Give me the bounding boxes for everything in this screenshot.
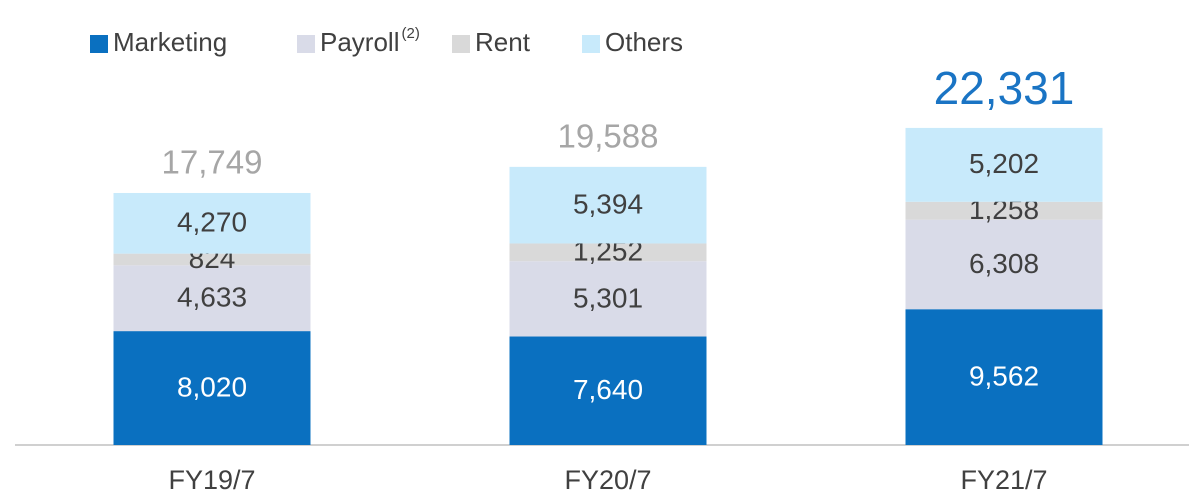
bar-segment	[509, 166, 707, 244]
value-label: 7,640	[573, 374, 643, 405]
total-label: 19,588	[558, 118, 659, 155]
total-label: 22,331	[934, 62, 1075, 114]
total-label: 17,749	[162, 144, 263, 181]
value-label: 4,633	[177, 282, 247, 313]
legend-footnote: (2)	[401, 25, 419, 42]
value-label: 4,270	[177, 207, 247, 238]
bar-segment	[113, 331, 311, 445]
x-tick-label: FY20/7	[564, 465, 651, 495]
value-label: 5,202	[969, 148, 1039, 179]
legend-label: Rent	[475, 27, 531, 57]
legend-label: Payroll	[320, 27, 399, 57]
bar-segment	[113, 265, 311, 332]
legend-swatch	[90, 35, 108, 53]
bar-segment	[113, 192, 311, 254]
value-label: 9,562	[969, 361, 1039, 392]
x-tick-label: FY21/7	[960, 465, 1047, 495]
bar-segment	[905, 127, 1103, 202]
legend-label: Others	[605, 27, 683, 57]
bar-segment	[509, 243, 707, 262]
value-label: 8,020	[177, 371, 247, 402]
bar-segment	[509, 336, 707, 445]
x-tick-label: FY19/7	[168, 465, 255, 495]
legend-label: Marketing	[113, 27, 227, 57]
value-label: 6,308	[969, 248, 1039, 279]
value-label: 5,394	[573, 189, 643, 220]
bar-segment	[905, 201, 1103, 220]
legend-swatch	[297, 35, 315, 53]
value-label: 5,301	[573, 282, 643, 313]
bar-segment	[113, 253, 311, 266]
legend-swatch	[582, 35, 600, 53]
bar-segment	[905, 219, 1103, 310]
legend-swatch	[452, 35, 470, 53]
bar-segment	[509, 261, 707, 337]
bar-segment	[905, 309, 1103, 445]
